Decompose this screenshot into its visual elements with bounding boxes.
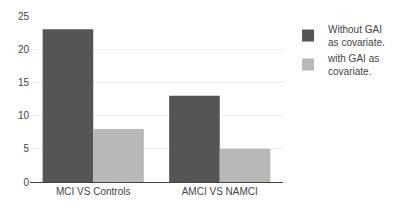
svg-text:AMCI VS NAMCI: AMCI VS NAMCI xyxy=(182,186,258,197)
svg-text:10: 10 xyxy=(18,110,30,121)
svg-text:0: 0 xyxy=(23,177,29,188)
svg-text:MCI VS Controls: MCI VS Controls xyxy=(56,186,130,197)
svg-text:with GAI ascovariate.: with GAI ascovariate. xyxy=(327,53,379,77)
svg-text:5: 5 xyxy=(23,143,29,154)
svg-text:20: 20 xyxy=(18,44,30,55)
svg-text:25: 25 xyxy=(18,11,30,22)
svg-text:15: 15 xyxy=(18,77,30,88)
svg-text:Without GAIas covariate.: Without GAIas covariate. xyxy=(328,24,385,48)
